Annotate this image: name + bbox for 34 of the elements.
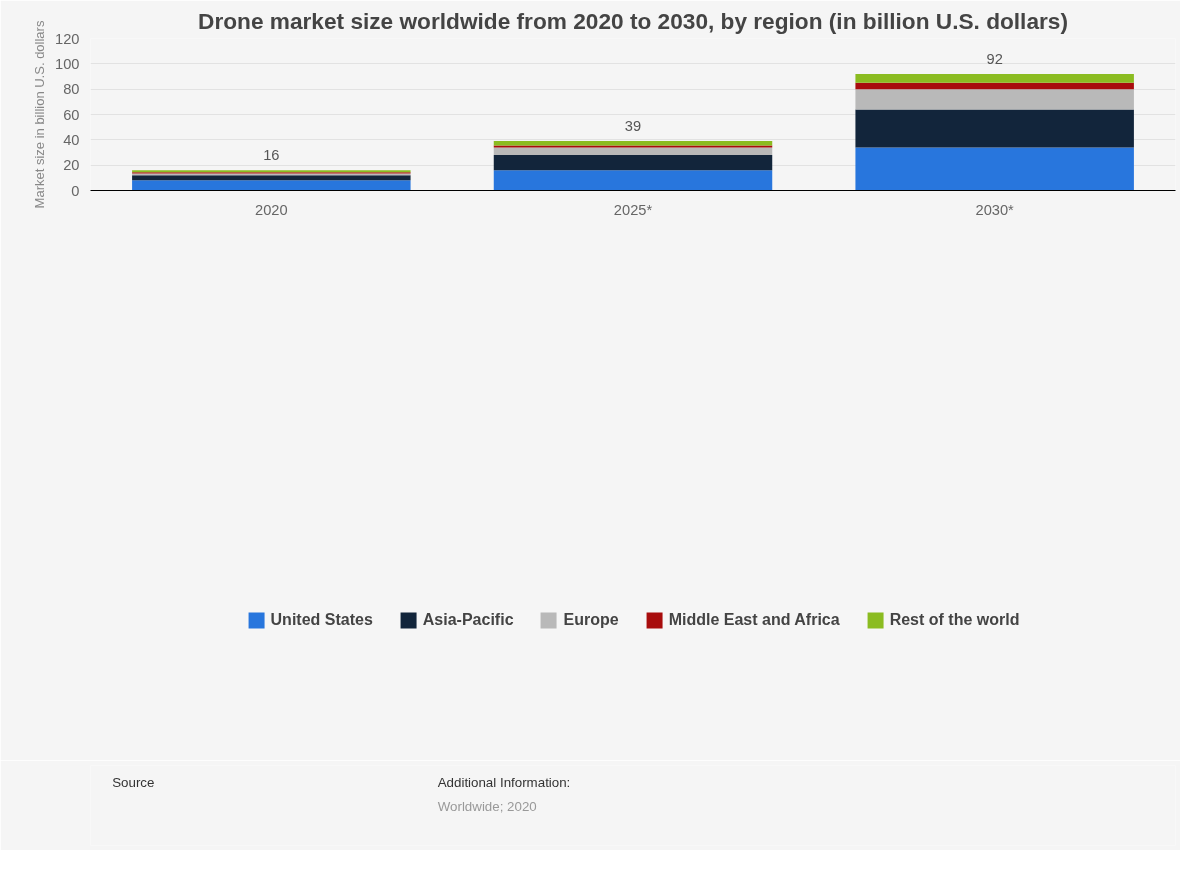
bar — [493, 155, 773, 171]
y-tick-label: 40 — [63, 131, 80, 148]
total-label: 39 — [624, 118, 642, 135]
bar — [855, 73, 1134, 83]
y-tick-label: 20 — [63, 157, 80, 174]
y-tick-label: 120 — [55, 30, 80, 47]
legend-label: Asia-Pacific — [422, 611, 514, 629]
text: Source — [112, 774, 155, 790]
y-tick-label: 100 — [55, 55, 80, 72]
y-tick-label: 60 — [63, 106, 80, 123]
x-tick-label: 2030* — [975, 201, 1015, 218]
total-label: 16 — [263, 147, 280, 164]
legend-label: Middle East and Africa — [668, 611, 840, 629]
bar — [132, 180, 411, 191]
text: Worldwide; 2020 — [437, 798, 537, 814]
chart-title: Drone market size worldwide from 2020 to 2030, by region (in billion U.S. dollars) — [198, 7, 1068, 34]
bar — [855, 147, 1134, 191]
legend-label: Europe — [563, 611, 619, 629]
y-tick-label: 80 — [63, 81, 80, 98]
text: Additional Information: — [437, 774, 571, 790]
bar — [493, 147, 773, 156]
bar — [493, 170, 773, 191]
total-label: 92 — [986, 50, 1003, 67]
bar — [855, 109, 1134, 148]
y-tick-label: 0 — [71, 182, 80, 199]
legend-label: United States — [270, 611, 373, 629]
x-tick-label: 2020 — [255, 201, 288, 218]
bar — [855, 82, 1134, 90]
bar — [132, 175, 411, 181]
x-tick-label: 2025* — [613, 201, 653, 218]
bar — [493, 141, 773, 146]
bar — [855, 89, 1134, 110]
y-axis-title: Market size in billion U.S. dollars — [32, 20, 48, 209]
legend-label: Rest of the world — [889, 611, 1020, 629]
